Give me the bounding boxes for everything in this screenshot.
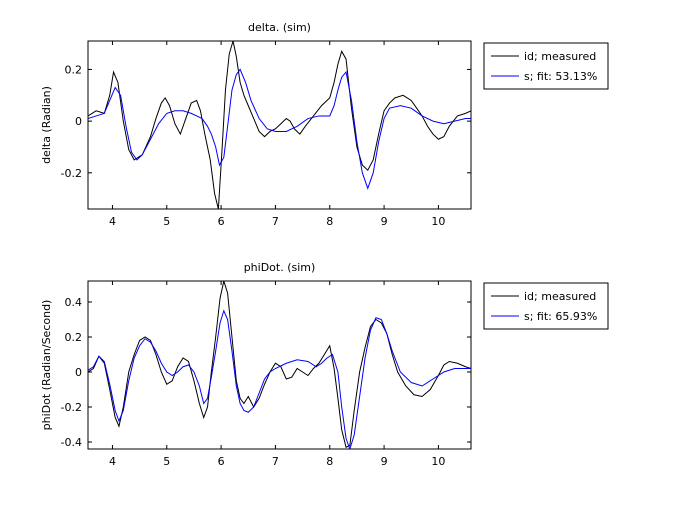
x-tick-label: 8	[326, 455, 333, 468]
x-tick-label: 8	[326, 215, 333, 228]
legend-entry-label: s; fit: 65.93%	[524, 310, 597, 323]
y-tick-label: -0.4	[61, 436, 82, 449]
y-tick-label: 0	[75, 115, 82, 128]
chart-title: phiDot. (sim)	[244, 261, 316, 274]
series-line-measured	[88, 41, 471, 209]
x-tick-label: 9	[381, 455, 388, 468]
chart-2: 4 5 6 7 8 9 10 -0.4 -0.2 0 0.2 0.4 phiDot. (sim) phiD…	[40, 261, 609, 468]
x-tick-label: 7	[272, 455, 279, 468]
y-axis-label: delta (Radian)	[40, 86, 53, 164]
axes-box	[87, 40, 472, 210]
legend: id; measured s; fit: 65.93%	[483, 282, 609, 330]
chart-1: 4 5 6 7 8 9 10 -0.2 0 0.2 delta. (sim) delta (Radia…	[40, 21, 609, 228]
series-line-simulated	[88, 68, 471, 190]
y-tick-label: -0.2	[61, 167, 82, 180]
x-tick-label: 6	[218, 215, 225, 228]
x-tick-label: 7	[272, 215, 279, 228]
legend-entry-label: id; measured	[524, 50, 596, 63]
legend-box	[483, 42, 609, 90]
y-tick-label: 0.2	[65, 331, 83, 344]
legend-box	[483, 282, 609, 330]
x-tick-label: 5	[163, 455, 170, 468]
plot-area	[88, 281, 471, 449]
x-tick-label: 4	[109, 215, 116, 228]
x-tick-label: 9	[381, 215, 388, 228]
x-tick-label: 10	[431, 215, 445, 228]
y-tick-label: 0	[75, 366, 82, 379]
legend-entry-label: s; fit: 53.13%	[524, 70, 597, 83]
y-tick-label: 0.2	[65, 63, 83, 76]
axes-box	[87, 280, 472, 450]
x-tick-label: 4	[109, 455, 116, 468]
x-tick-label: 10	[431, 455, 445, 468]
legend: id; measured s; fit: 53.13%	[483, 42, 609, 90]
y-axis-label: phiDot (Radian/Second)	[40, 300, 53, 431]
chart-title: delta. (sim)	[248, 21, 311, 34]
series-line-simulated	[88, 309, 471, 449]
x-tick-label: 6	[218, 455, 225, 468]
y-tick-label: 0.4	[65, 296, 83, 309]
legend-entry-label: id; measured	[524, 290, 596, 303]
y-tick-label: -0.2	[61, 401, 82, 414]
x-tick-label: 5	[163, 215, 170, 228]
